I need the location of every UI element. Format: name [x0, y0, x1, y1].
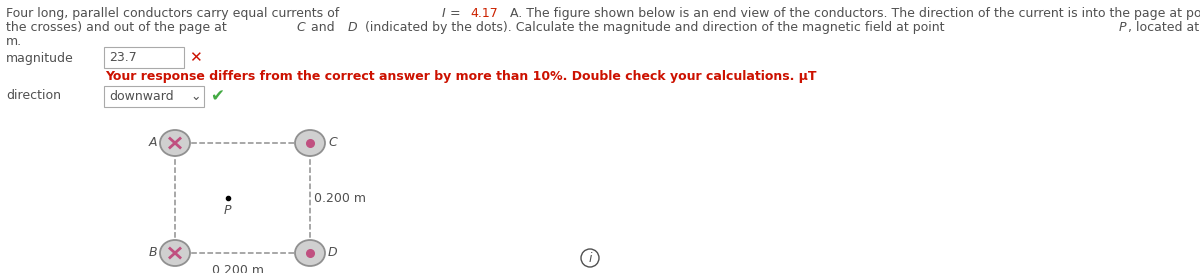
Text: A. The figure shown below is an end view of the conductors. The direction of the: A. The figure shown below is an end view…: [506, 7, 1200, 20]
Text: , located at the center of the square with edge of length 0.200: , located at the center of the square wi…: [1128, 21, 1200, 34]
Text: i: i: [589, 253, 593, 266]
Text: A: A: [149, 136, 157, 150]
Text: magnitude: magnitude: [6, 52, 73, 65]
Text: ⌄: ⌄: [191, 90, 202, 103]
Ellipse shape: [295, 130, 325, 156]
Text: =: =: [446, 7, 464, 20]
Text: C: C: [328, 136, 337, 150]
Text: downward: downward: [109, 90, 174, 103]
Ellipse shape: [160, 130, 190, 156]
Text: ✕: ✕: [190, 50, 202, 65]
Text: m.: m.: [6, 35, 22, 48]
Text: 23.7: 23.7: [109, 51, 137, 64]
Ellipse shape: [160, 240, 190, 266]
Text: 4.17: 4.17: [470, 7, 498, 20]
Text: C: C: [296, 21, 305, 34]
FancyBboxPatch shape: [104, 86, 204, 107]
Text: the crosses) and out of the page at: the crosses) and out of the page at: [6, 21, 230, 34]
Text: D: D: [348, 21, 358, 34]
Text: 0.200 m: 0.200 m: [211, 264, 264, 273]
Text: I: I: [442, 7, 445, 20]
Circle shape: [581, 249, 599, 267]
Text: direction: direction: [6, 89, 61, 102]
Text: Four long, parallel conductors carry equal currents of: Four long, parallel conductors carry equ…: [6, 7, 343, 20]
Text: D: D: [328, 247, 337, 260]
Text: B: B: [149, 247, 157, 260]
Ellipse shape: [295, 240, 325, 266]
Text: Your response differs from the correct answer by more than 10%. Double check you: Your response differs from the correct a…: [106, 70, 816, 83]
Text: ✔: ✔: [210, 88, 224, 105]
Text: 0.200 m: 0.200 m: [314, 191, 366, 204]
FancyBboxPatch shape: [104, 47, 184, 68]
Text: and: and: [307, 21, 338, 34]
Text: (indicated by the dots). Calculate the magnitude and direction of the magnetic f: (indicated by the dots). Calculate the m…: [360, 21, 948, 34]
Text: P: P: [223, 204, 232, 217]
Text: P: P: [1118, 21, 1126, 34]
